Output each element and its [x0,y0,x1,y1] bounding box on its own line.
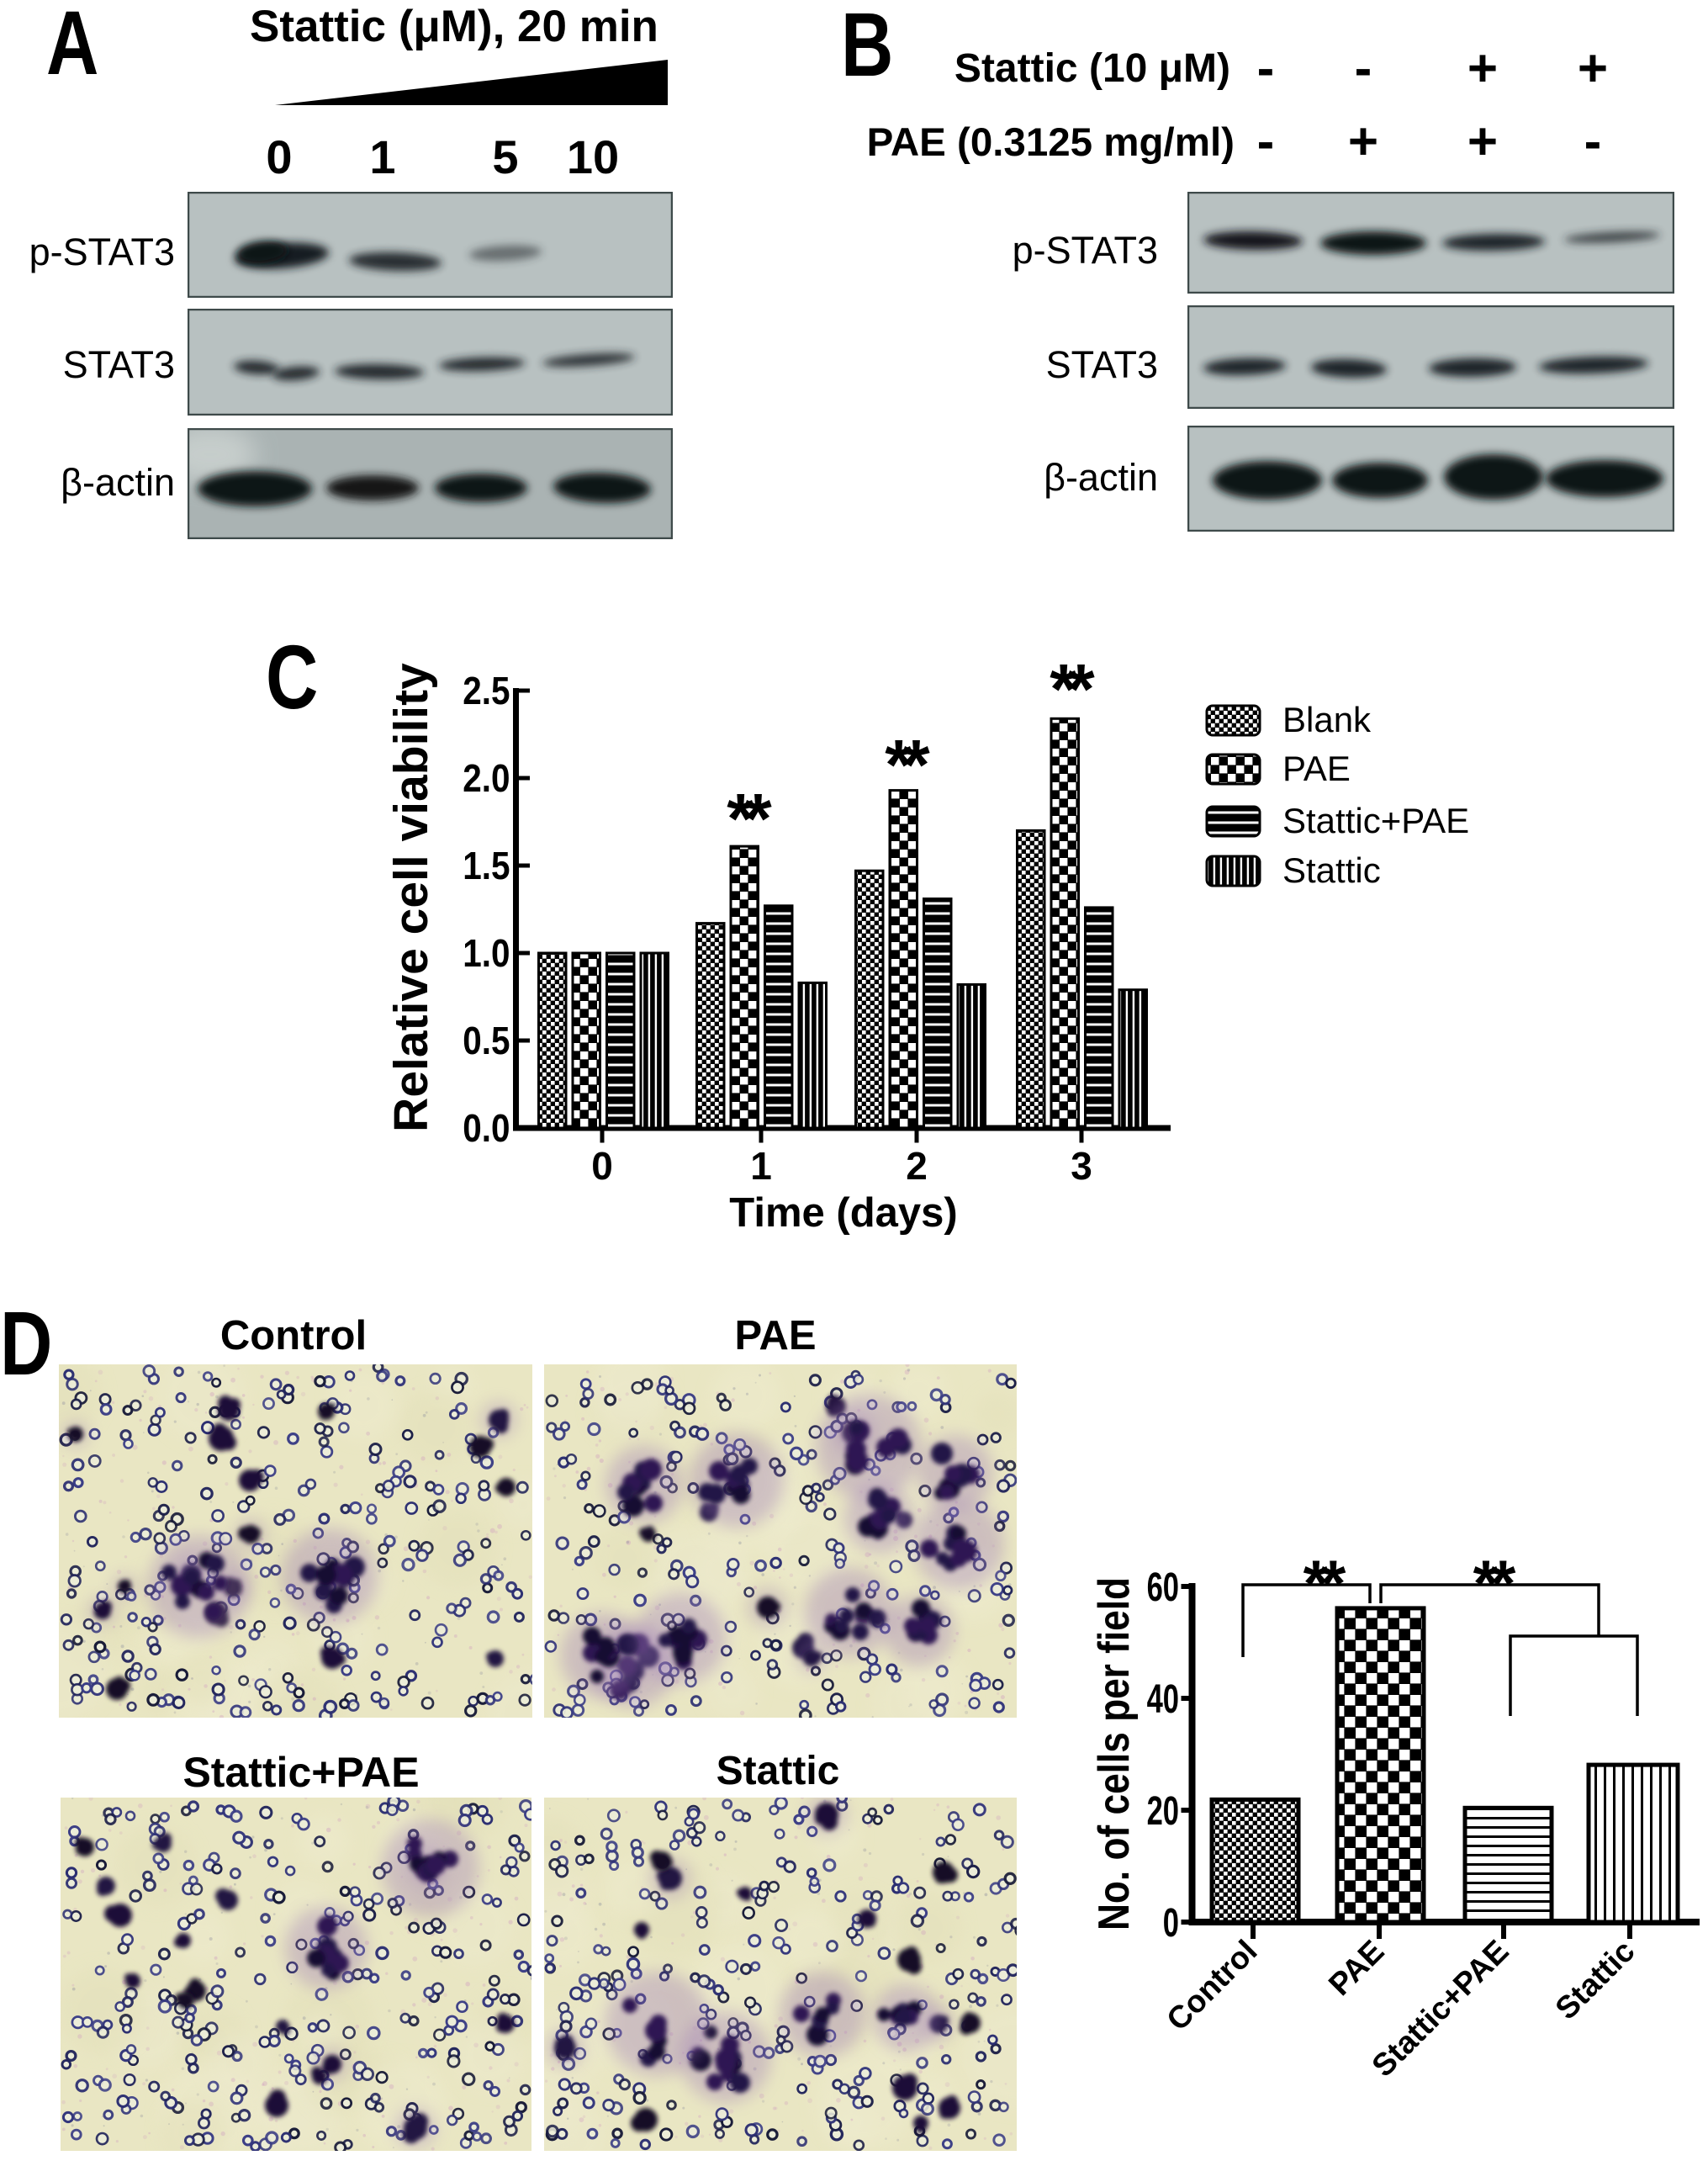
svg-text:**: ** [1050,649,1095,728]
svg-text:3: 3 [1071,1144,1092,1188]
svg-text:0: 0 [591,1144,613,1188]
svg-text:1.5: 1.5 [463,845,510,888]
svg-text:PAE: PAE [1282,749,1351,788]
svg-text:**: ** [1473,1546,1516,1620]
svg-text:Control: Control [1160,1933,1264,2037]
svg-text:Time (days): Time (days) [729,1190,957,1236]
svg-text:Stattic: Stattic [1548,1933,1642,2026]
svg-text:Stattic+PAE: Stattic+PAE [1282,801,1469,840]
svg-text:2.0: 2.0 [463,758,510,801]
svg-text:PAE: PAE [1321,1933,1390,2002]
svg-text:1.0: 1.0 [463,933,510,976]
svg-text:Blank: Blank [1282,700,1372,739]
svg-text:**: ** [727,779,772,858]
svg-text:0: 0 [1163,1899,1179,1945]
svg-text:20: 20 [1147,1787,1179,1833]
svg-text:Stattic: Stattic [1282,850,1381,890]
svg-text:2.5: 2.5 [463,670,510,713]
svg-text:2: 2 [906,1144,928,1188]
svg-text:1: 1 [750,1144,772,1188]
svg-text:0.5: 0.5 [463,1020,510,1063]
svg-text:0.0: 0.0 [463,1108,510,1151]
svg-text:40: 40 [1147,1676,1179,1721]
svg-text:**: ** [885,725,930,804]
svg-text:60: 60 [1147,1564,1179,1609]
